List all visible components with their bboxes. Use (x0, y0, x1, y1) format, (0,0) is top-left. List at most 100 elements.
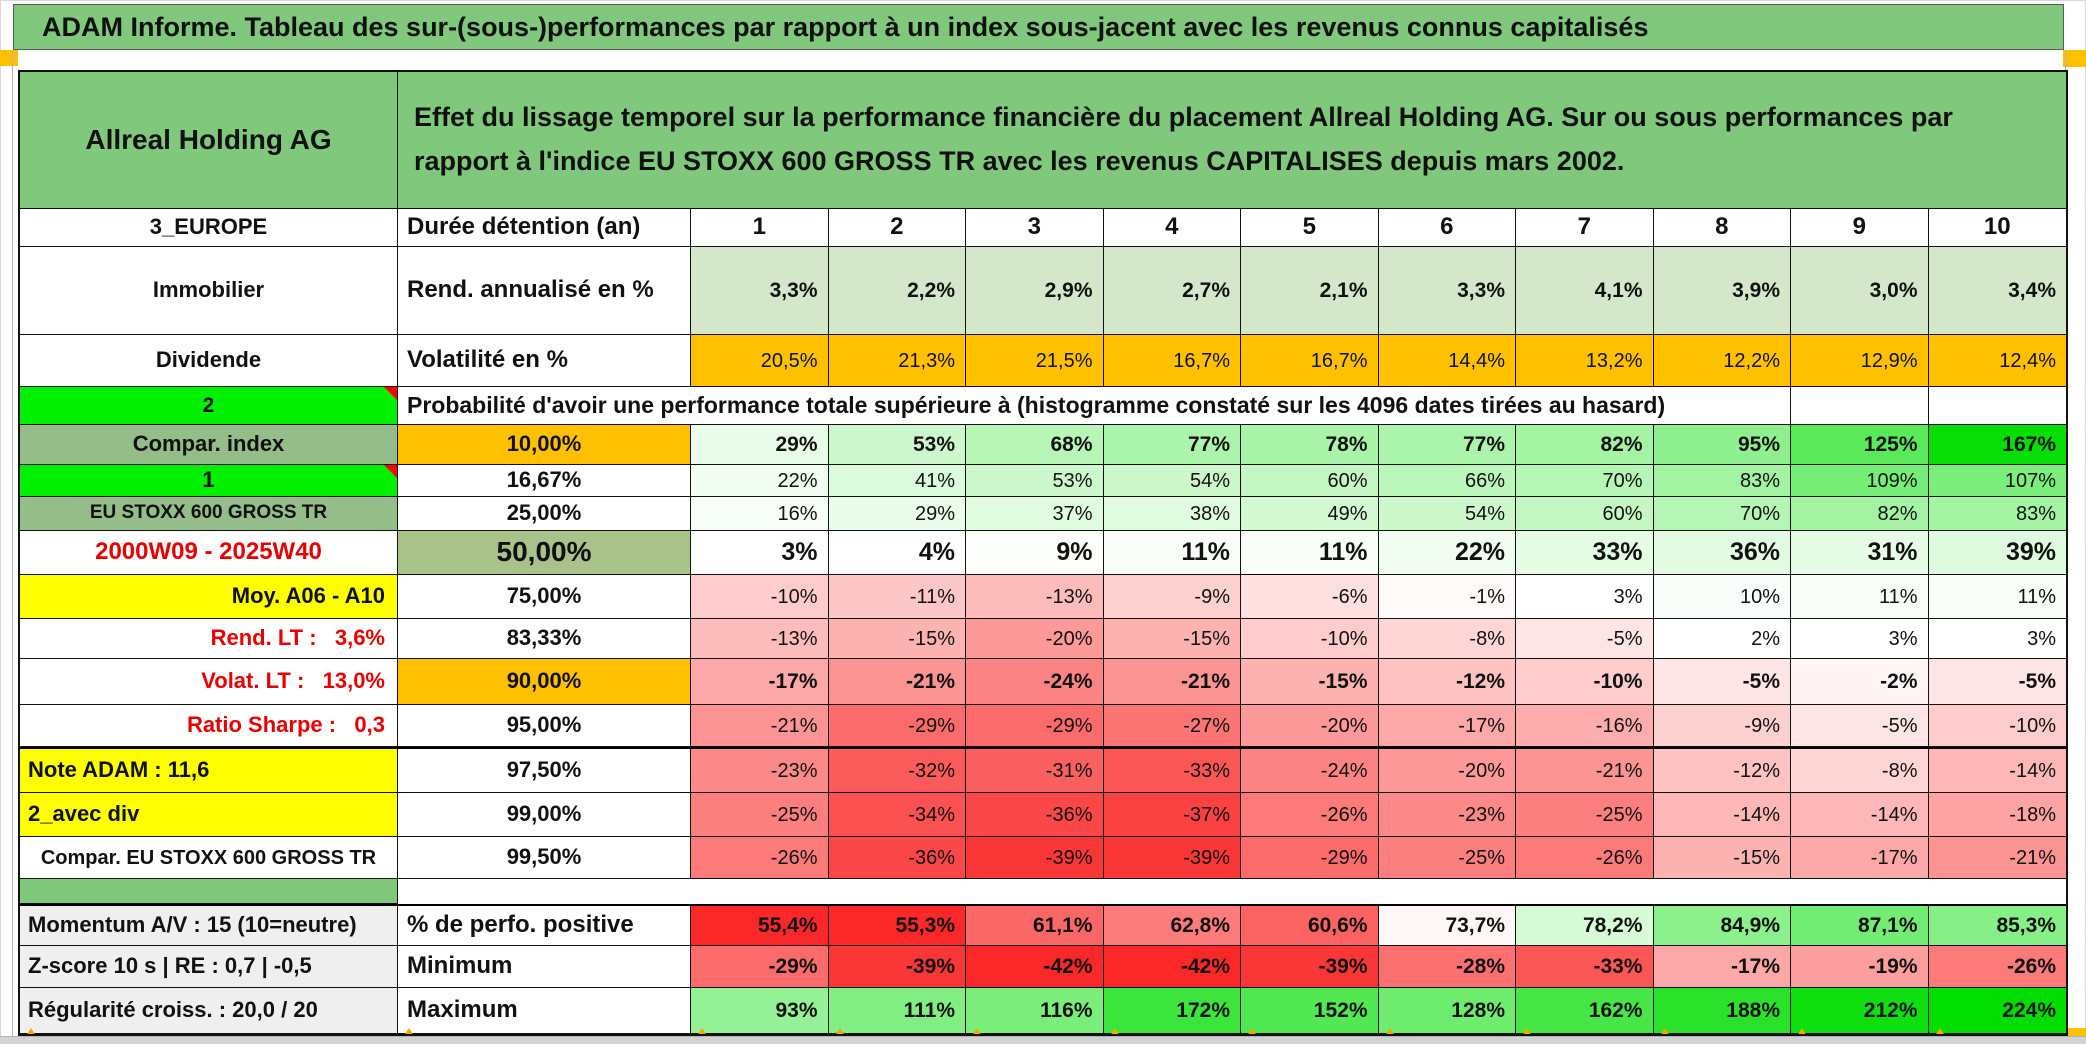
measure-label-cell[interactable]: 50,00% (398, 531, 691, 575)
value-cell[interactable]: -2% (1791, 659, 1929, 705)
empty-cell[interactable] (1791, 387, 1929, 425)
value-cell[interactable]: -39% (966, 837, 1104, 879)
value-cell[interactable]: -17% (691, 659, 829, 705)
value-cell[interactable]: 68% (966, 425, 1104, 465)
value-cell[interactable]: -1% (1378, 575, 1516, 619)
value-cell[interactable]: 14,4% (1378, 335, 1516, 387)
value-cell[interactable]: -15% (828, 619, 966, 659)
measure-label-cell[interactable]: Minimum (398, 946, 691, 988)
value-cell[interactable]: 4,1% (1516, 247, 1654, 335)
value-cell[interactable]: 3% (1791, 619, 1929, 659)
value-cell[interactable]: -5% (1928, 659, 2066, 705)
value-cell[interactable]: -21% (1516, 749, 1654, 793)
value-cell[interactable]: 49% (1241, 497, 1379, 531)
row-label-cell[interactable]: 2 (20, 387, 398, 425)
value-cell[interactable]: 78% (1241, 425, 1379, 465)
value-cell[interactable]: -28% (1378, 946, 1516, 988)
measure-label-cell[interactable]: 99,00% (398, 793, 691, 837)
measure-label-cell[interactable]: Volatilité en % (398, 335, 691, 387)
value-cell[interactable]: -31% (966, 749, 1104, 793)
value-cell[interactable]: 16,7% (1103, 335, 1241, 387)
row-label-cell[interactable]: 1 (20, 465, 398, 497)
value-cell[interactable]: 152% (1241, 988, 1379, 1034)
value-cell[interactable]: 62,8% (1103, 906, 1241, 946)
value-cell[interactable]: -16% (1516, 705, 1654, 747)
row-label-cell[interactable]: Compar. EU STOXX 600 GROSS TR (20, 837, 398, 879)
value-cell[interactable]: -36% (966, 793, 1104, 837)
value-cell[interactable]: -29% (691, 946, 829, 988)
value-cell[interactable]: -29% (966, 705, 1104, 747)
measure-label-cell[interactable]: 95,00% (398, 705, 691, 747)
value-cell[interactable]: 53% (966, 465, 1104, 497)
value-cell[interactable]: 60% (1241, 465, 1379, 497)
value-cell[interactable]: -23% (691, 749, 829, 793)
value-cell[interactable]: 37% (966, 497, 1104, 531)
value-cell[interactable]: 107% (1928, 465, 2066, 497)
value-cell[interactable]: 70% (1653, 497, 1791, 531)
value-cell[interactable]: 9% (966, 531, 1104, 575)
value-cell[interactable]: -6% (1241, 575, 1379, 619)
value-cell[interactable]: -8% (1378, 619, 1516, 659)
value-cell[interactable]: 21,3% (828, 335, 966, 387)
value-cell[interactable]: -29% (1241, 837, 1379, 879)
value-cell[interactable]: 31% (1791, 531, 1929, 575)
value-cell[interactable]: -33% (1103, 749, 1241, 793)
value-cell[interactable]: -26% (1516, 837, 1654, 879)
value-cell[interactable]: -10% (691, 575, 829, 619)
value-cell[interactable]: -10% (1241, 619, 1379, 659)
value-cell[interactable]: 84,9% (1653, 906, 1791, 946)
value-cell[interactable]: -9% (1653, 705, 1791, 747)
value-cell[interactable]: -34% (828, 793, 966, 837)
column-header-cell[interactable]: 1 (691, 209, 829, 247)
row-label-cell[interactable]: 3_EUROPE (20, 209, 398, 247)
value-cell[interactable]: 3% (691, 531, 829, 575)
value-cell[interactable]: 11% (1791, 575, 1929, 619)
value-cell[interactable]: 167% (1928, 425, 2066, 465)
row-label-cell[interactable]: Moy. A06 - A10 (20, 575, 398, 619)
value-cell[interactable]: 70% (1516, 465, 1654, 497)
value-cell[interactable]: 2,2% (828, 247, 966, 335)
value-cell[interactable]: 87,1% (1791, 906, 1929, 946)
value-cell[interactable]: 109% (1791, 465, 1929, 497)
value-cell[interactable]: 116% (966, 988, 1104, 1034)
value-cell[interactable]: -18% (1928, 793, 2066, 837)
value-cell[interactable]: 12,2% (1653, 335, 1791, 387)
value-cell[interactable]: 83% (1928, 497, 2066, 531)
value-cell[interactable]: -5% (1516, 619, 1654, 659)
row-label-cell[interactable]: Rend. LT : 3,6% (20, 619, 398, 659)
row-label-cell[interactable]: Momentum A/V : 15 (10=neutre) (20, 906, 398, 946)
value-cell[interactable]: 95% (1653, 425, 1791, 465)
value-cell[interactable]: 16,7% (1241, 335, 1379, 387)
value-cell[interactable]: -42% (966, 946, 1104, 988)
row-label-cell[interactable]: Compar. index (20, 425, 398, 465)
value-cell[interactable]: -20% (1378, 749, 1516, 793)
value-cell[interactable]: 12,9% (1791, 335, 1929, 387)
measure-label-cell[interactable]: % de perfo. positive (398, 906, 691, 946)
value-cell[interactable]: -15% (1653, 837, 1791, 879)
value-cell[interactable]: -12% (1378, 659, 1516, 705)
value-cell[interactable]: 4% (828, 531, 966, 575)
value-cell[interactable]: -32% (828, 749, 966, 793)
title-bar[interactable]: ADAM Informe. Tableau des sur-(sous-)per… (13, 4, 2064, 50)
value-cell[interactable]: 10% (1653, 575, 1791, 619)
value-cell[interactable]: -23% (1378, 793, 1516, 837)
row-label-cell[interactable]: EU STOXX 600 GROSS TR (20, 497, 398, 531)
value-cell[interactable]: 162% (1516, 988, 1654, 1034)
value-cell[interactable]: -24% (966, 659, 1104, 705)
value-cell[interactable]: -21% (691, 705, 829, 747)
row-label-cell[interactable]: Z-score 10 s | RE : 0,7 | -0,5 (20, 946, 398, 988)
row-label-cell[interactable]: Régularité croiss. : 20,0 / 20 (20, 988, 398, 1034)
value-cell[interactable]: 172% (1103, 988, 1241, 1034)
value-cell[interactable]: 13,2% (1516, 335, 1654, 387)
value-cell[interactable]: -27% (1103, 705, 1241, 747)
value-cell[interactable]: -20% (966, 619, 1104, 659)
value-cell[interactable]: 60% (1516, 497, 1654, 531)
value-cell[interactable]: 61,1% (966, 906, 1104, 946)
value-cell[interactable]: 55,3% (828, 906, 966, 946)
value-cell[interactable]: 82% (1516, 425, 1654, 465)
row-label-cell[interactable]: 2_avec div (20, 793, 398, 837)
value-cell[interactable]: 111% (828, 988, 966, 1034)
value-cell[interactable]: 3,9% (1653, 247, 1791, 335)
value-cell[interactable]: 83% (1653, 465, 1791, 497)
value-cell[interactable]: -19% (1791, 946, 1929, 988)
